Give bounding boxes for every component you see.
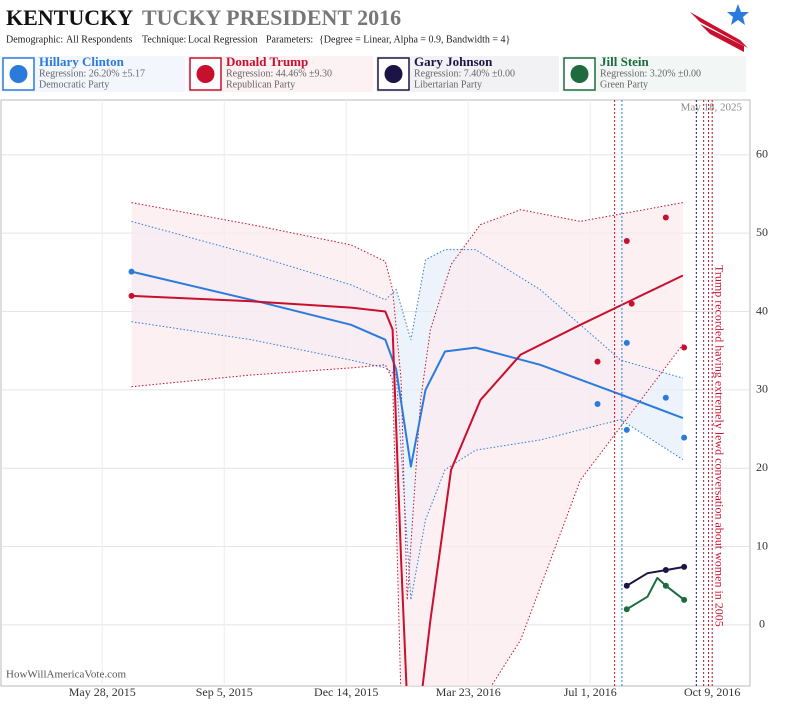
plot xyxy=(128,202,688,686)
legend-icon-glyph xyxy=(196,65,215,83)
y-tick-label: 20 xyxy=(756,460,768,474)
x-tick-label: Sep 5, 2015 xyxy=(196,685,253,699)
legend-party: Democratic Party xyxy=(39,79,109,90)
poll-point xyxy=(681,434,688,441)
poll-point xyxy=(662,567,669,574)
title-rest: TUCKY PRESIDENT 2016 xyxy=(142,5,401,30)
poll-point xyxy=(662,582,669,589)
legend-party: Republican Party xyxy=(226,79,295,90)
legend-name: Donald Trump xyxy=(226,54,308,69)
param-label: Demographic: xyxy=(6,34,63,45)
legend-regression: Regression: 3.20% ±0.00 xyxy=(600,68,701,79)
legend-icon-glyph xyxy=(384,65,403,83)
legend-icon xyxy=(377,57,410,91)
legend-name: Jill Stein xyxy=(600,54,650,69)
legend-icon-glyph xyxy=(570,65,589,83)
legend-regression: Regression: 44.46% ±9.30 xyxy=(226,68,332,79)
poll-point xyxy=(681,596,688,603)
y-tick-label: 60 xyxy=(756,147,768,161)
x-tick-label: May 28, 2015 xyxy=(69,685,136,699)
poll-point xyxy=(662,214,669,221)
poll-point xyxy=(681,563,688,570)
legend-name: Gary Johnson xyxy=(414,54,493,69)
poll-point xyxy=(623,606,630,613)
poll-point xyxy=(623,582,630,589)
poll-point xyxy=(594,358,601,365)
x-tick-label: Dec 14, 2015 xyxy=(314,685,378,699)
x-tick-label: Oct 9, 2016 xyxy=(684,685,740,699)
y-tick-label: 50 xyxy=(756,225,768,239)
poll-point xyxy=(662,394,669,401)
y-tick-label: 30 xyxy=(756,382,768,396)
legend-party: Libertarian Party xyxy=(414,79,482,90)
param-value: {Degree = Linear, Alpha = 0.9, Bandwidth… xyxy=(319,34,510,45)
poll-point xyxy=(681,344,688,351)
logo xyxy=(690,4,749,52)
legend-icon-glyph xyxy=(9,65,28,83)
regression-line xyxy=(131,270,684,468)
param-label: Parameters: xyxy=(266,34,313,45)
title-bold: KENTUCKY xyxy=(6,5,133,30)
poll-point xyxy=(623,339,630,346)
band-upper xyxy=(131,202,683,600)
regression-line xyxy=(626,576,685,611)
legend-regression: Regression: 7.40% ±0.00 xyxy=(414,68,515,79)
poll-point xyxy=(623,238,630,245)
regression-line xyxy=(626,565,685,587)
poll-point xyxy=(128,268,135,275)
poll-point xyxy=(594,400,601,407)
y-tick-label: 0 xyxy=(759,617,765,631)
param-value: Local Regression xyxy=(188,34,258,45)
poll-point xyxy=(623,426,630,433)
date-stamp: May 18, 2025 xyxy=(681,102,743,114)
confidence-band xyxy=(131,202,683,686)
legend-name: Hillary Clinton xyxy=(39,54,125,69)
y-tick-label: 40 xyxy=(756,303,768,317)
param-value: All Respondents xyxy=(66,34,132,45)
param-label: Technique: xyxy=(142,34,186,45)
poll-point xyxy=(128,292,135,299)
band-upper xyxy=(131,220,684,379)
regression-line xyxy=(131,274,684,686)
band-lower xyxy=(131,321,684,600)
footer: HowWillAmericaVote.com xyxy=(6,669,126,681)
y-tick-label: 10 xyxy=(756,538,768,552)
poll-point xyxy=(628,300,635,307)
x-tick-label: Jul 1, 2016 xyxy=(564,685,617,699)
event-label: Trump recorded having extremely lewd con… xyxy=(712,265,726,627)
legend-party: Green Party xyxy=(600,79,648,90)
legend-regression: Regression: 26.20% ±5.17 xyxy=(39,68,145,79)
x-tick-label: Mar 23, 2016 xyxy=(436,685,501,699)
